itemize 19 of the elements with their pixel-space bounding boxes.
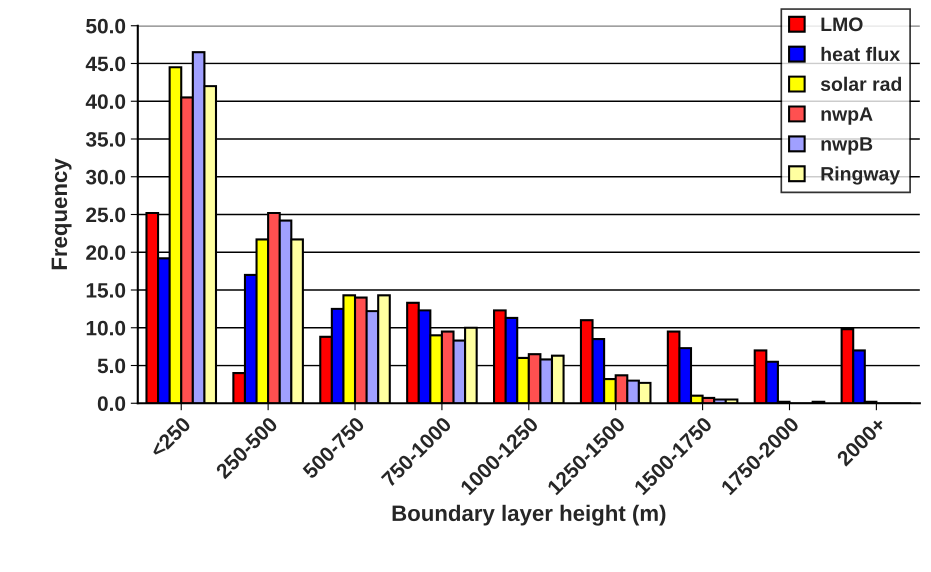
legend-label: nwpB — [821, 137, 872, 155]
y-tick-label: 50.0 — [86, 18, 126, 34]
y-tick-label: 35.0 — [86, 132, 126, 147]
y-tick-label: 20.0 — [86, 245, 126, 260]
legend-label: LMO — [821, 17, 863, 32]
y-tick-label: 25.0 — [86, 208, 126, 222]
y-tick-label: 10.0 — [86, 320, 126, 336]
y-tick-label: 40.0 — [86, 94, 126, 109]
y-tick-label: 0.0 — [98, 396, 126, 412]
y-axis-title: Frequency — [52, 158, 72, 270]
y-tick-label: 5.0 — [98, 358, 126, 374]
y-tick-label: 30.0 — [86, 170, 126, 185]
legend-label: Ringway — [821, 166, 900, 185]
legend-label: nwpA — [821, 107, 873, 125]
legend-label: heat flux — [822, 46, 900, 62]
y-tick-label: 45.0 — [86, 56, 126, 72]
legend-label: solar rad — [820, 76, 902, 91]
x-axis-title: Boundary layer height (m) — [392, 504, 666, 526]
y-tick-label: 15.0 — [86, 283, 126, 298]
